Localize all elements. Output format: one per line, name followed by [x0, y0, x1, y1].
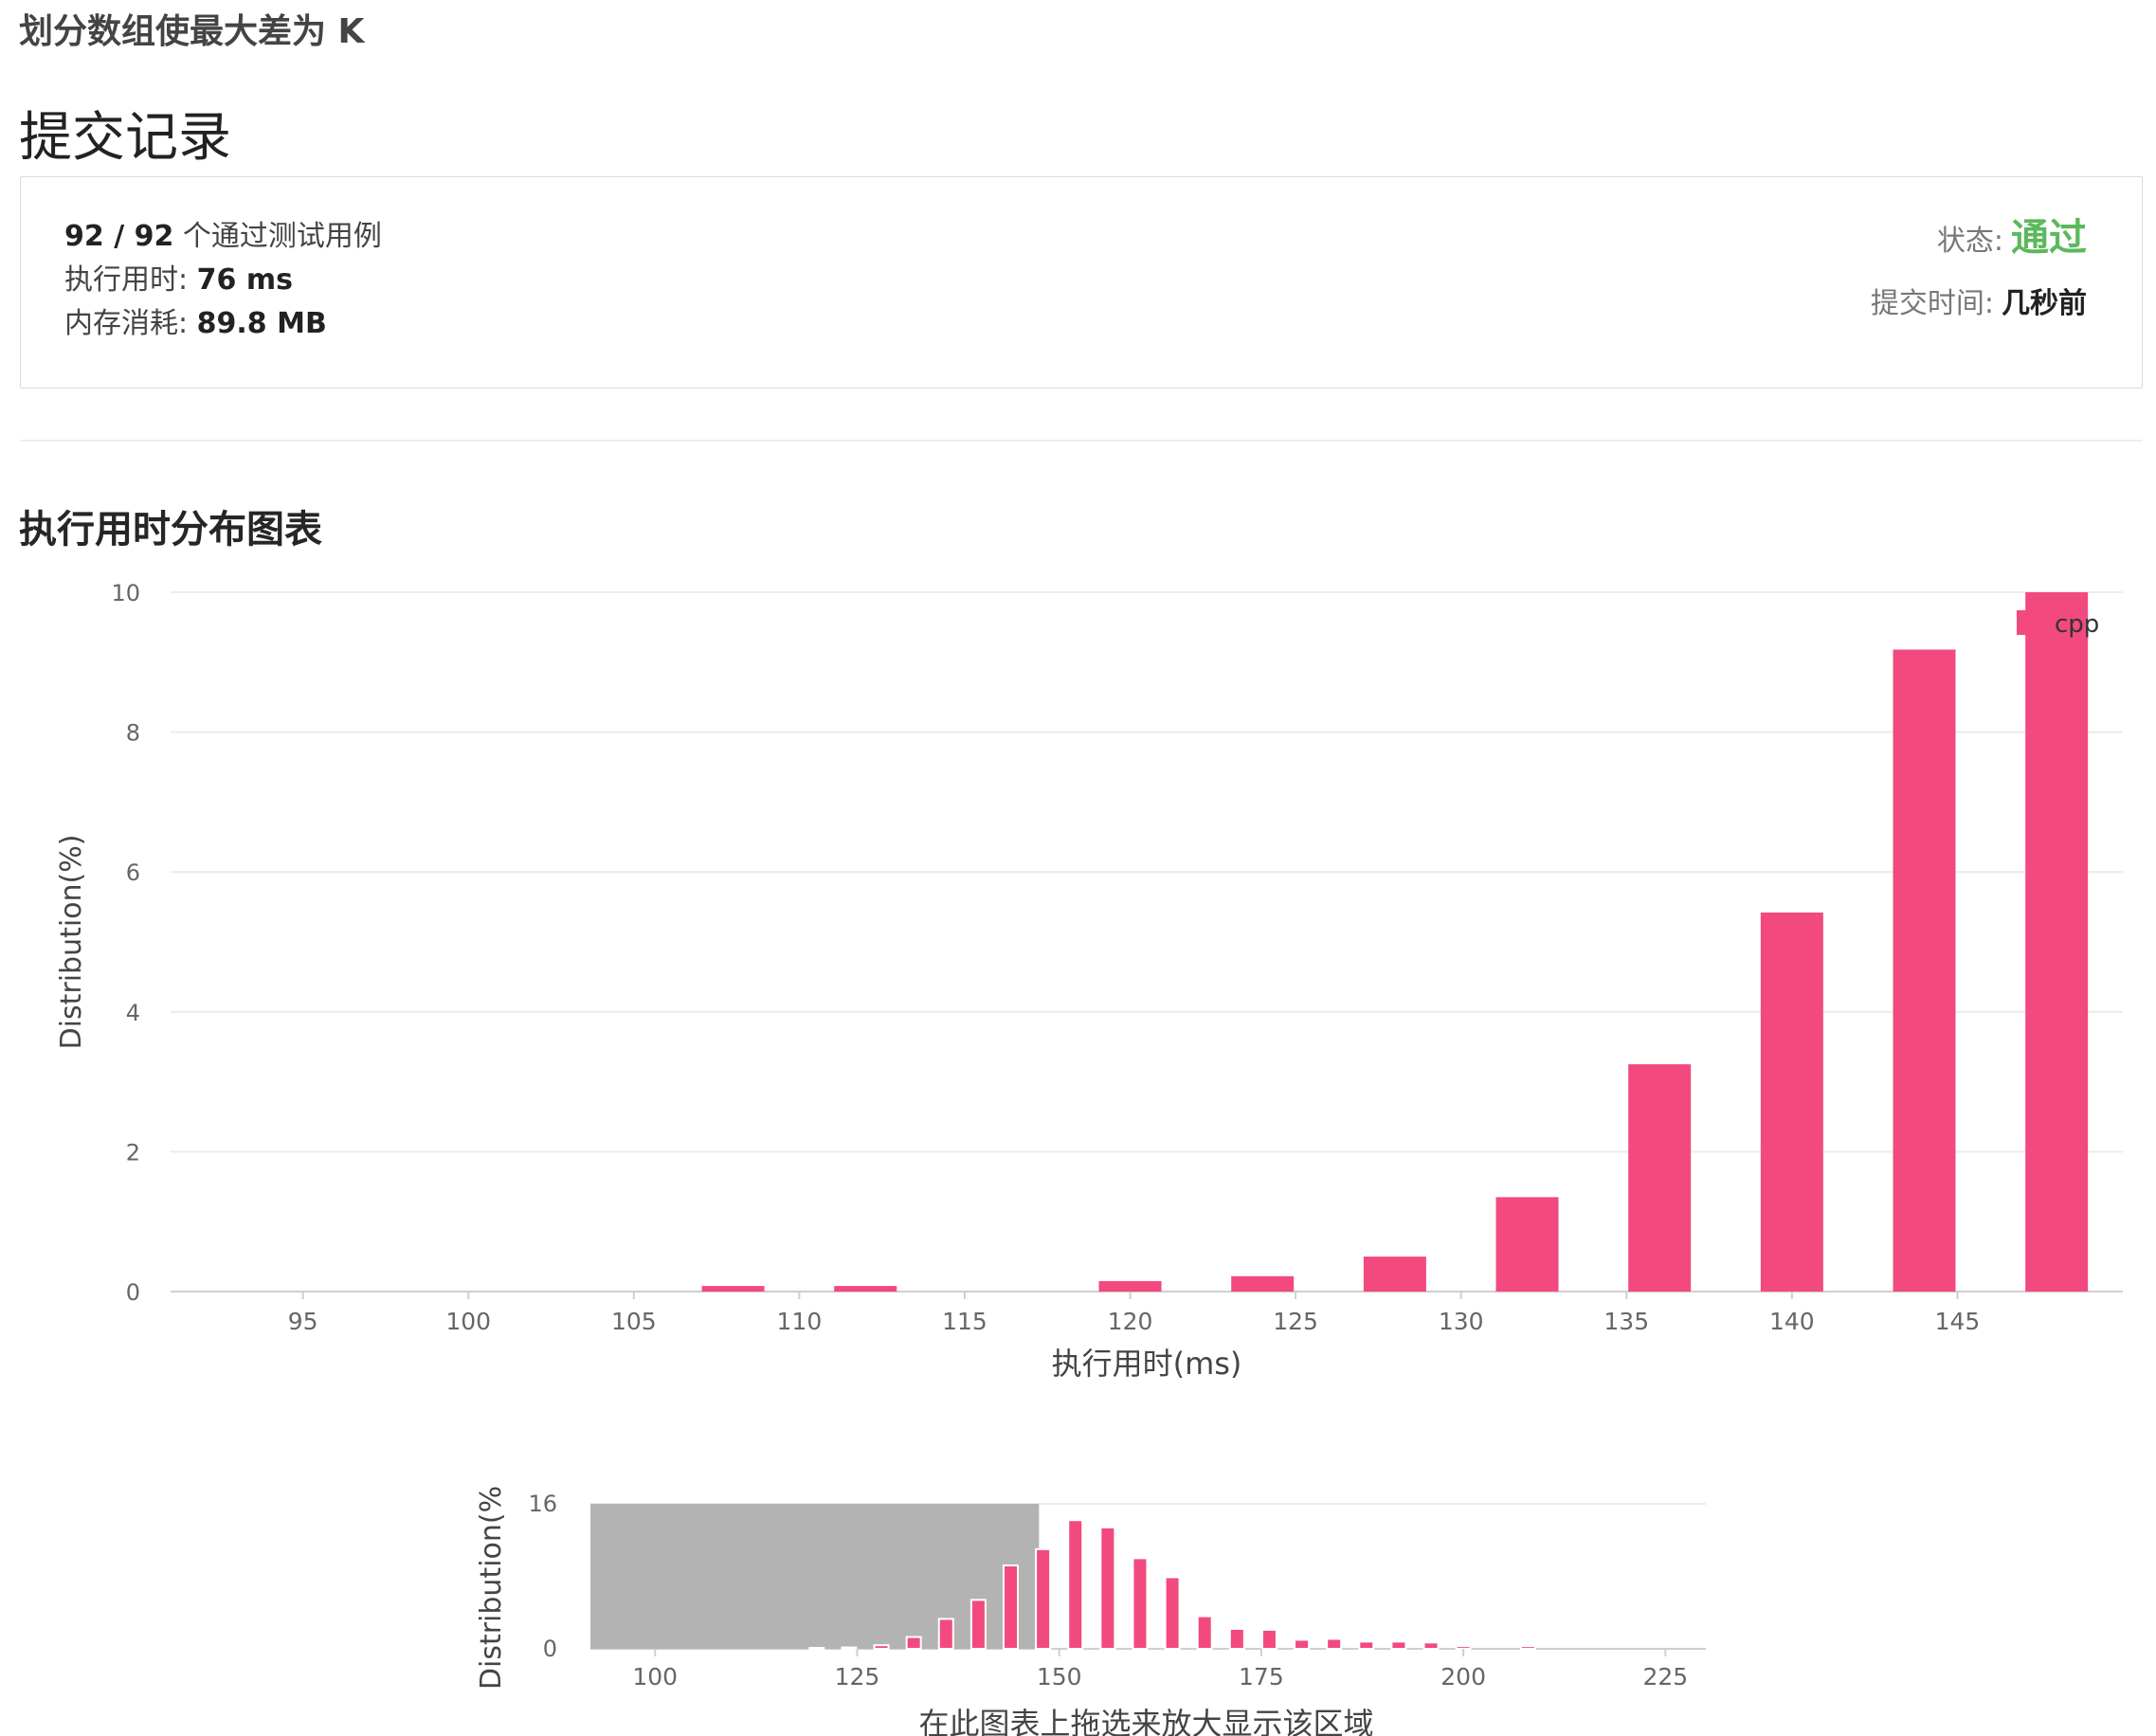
x-tick-label: 120 [1108, 1308, 1153, 1335]
problem-title: 划分数组使最大差为 K [19, 12, 365, 51]
nav-x-tick-label: 150 [1037, 1663, 1082, 1691]
runtime-value: 76 ms [196, 263, 293, 297]
passed-tests-suffix: 个通过测试用例 [182, 220, 382, 253]
nav-y-tick-label: 16 [528, 1491, 557, 1517]
runtime-distribution-chart[interactable]: 0 2 4 6 8 10 95 100 105 110 115 120 125 130 135 140 145 执… [0, 559, 2156, 1412]
navigator-bar [1228, 1627, 1245, 1650]
y-tick-label: 6 [126, 859, 140, 886]
submit-time-label: 提交时间: [1870, 287, 1994, 320]
nav-x-tick-label: 225 [1642, 1663, 1688, 1691]
status-line: 状态: 通过 [1871, 211, 2087, 264]
navigator-bar [1294, 1638, 1311, 1650]
x-tick-label: 130 [1439, 1308, 1484, 1335]
runtime-label: 执行用时: [64, 263, 189, 297]
data-bar[interactable] [1231, 1275, 1295, 1292]
status-value[interactable]: 通过 [2011, 216, 2087, 260]
nav-y-tick-label: 0 [543, 1636, 557, 1662]
data-bar[interactable] [1893, 649, 1956, 1292]
data-bar[interactable] [1098, 1280, 1162, 1292]
y-tick-label: 4 [126, 1000, 140, 1026]
y-tick-label: 0 [126, 1279, 140, 1306]
data-bar[interactable] [834, 1286, 897, 1292]
navigator-bar [1422, 1641, 1440, 1650]
test-cases-line: 92 / 92 个通过测试用例 [64, 215, 382, 259]
y-tick-label: 8 [126, 720, 140, 747]
navigator-bar [1390, 1640, 1407, 1651]
memory-label: 内存消耗: [64, 307, 189, 340]
data-bar[interactable] [1495, 1197, 1559, 1292]
chart-heading: 执行用时分布图表 [19, 508, 322, 552]
nav-y-axis-title: Distribution(% [475, 1486, 508, 1690]
navigator-bar [1132, 1557, 1149, 1650]
navigator-bar [1196, 1615, 1213, 1650]
legend-label[interactable]: cpp [2055, 610, 2099, 639]
x-tick-label: 140 [1769, 1308, 1815, 1335]
runtime-line: 执行用时: 76 ms [64, 259, 382, 302]
x-axis-title: 执行用时(ms) [1052, 1346, 1242, 1382]
x-tick-label: 115 [942, 1308, 987, 1335]
navigator-bar [937, 1618, 954, 1651]
navigator-bar [969, 1599, 987, 1651]
status-label: 状态: [1936, 225, 2003, 258]
navigator-bar [1519, 1645, 1536, 1651]
navigator-bar [1260, 1628, 1277, 1650]
data-bar[interactable] [1760, 913, 1823, 1292]
navigator-bar [1035, 1547, 1052, 1650]
navigator-bar [873, 1644, 890, 1651]
navigator-caption: 在此图表上拖选来放大显示该区域 [918, 1706, 1373, 1736]
navigator-bar [841, 1646, 858, 1651]
navigator-bar [1099, 1526, 1116, 1650]
navigator-bar [1003, 1564, 1020, 1650]
navigator-bar [808, 1647, 825, 1650]
navigator-bar [1067, 1519, 1084, 1651]
x-tick-label: 105 [611, 1308, 657, 1335]
memory-value: 89.8 MB [196, 307, 327, 340]
navigator-bar [1455, 1645, 1472, 1651]
nav-x-tick-label: 175 [1239, 1663, 1284, 1691]
passed-tests-count: 92 / 92 [64, 220, 174, 253]
data-bar[interactable] [1363, 1257, 1426, 1292]
y-tick-label: 10 [111, 580, 140, 606]
submission-result-card: 92 / 92 个通过测试用例 执行用时: 76 ms 内存消耗: 89.8 M… [20, 176, 2143, 389]
data-bar[interactable] [701, 1286, 765, 1292]
x-tick-label: 145 [1935, 1308, 1981, 1335]
submit-time-line: 提交时间: 几秒前 [1871, 278, 2087, 331]
x-tick-label: 95 [288, 1308, 318, 1335]
data-bar[interactable] [1628, 1064, 1692, 1292]
section-heading: 提交记录 [19, 107, 231, 169]
nav-x-tick-label: 200 [1440, 1663, 1486, 1691]
navigator-chart[interactable]: 0 16 100 125 150 175 200 225 Distribution(% 在此图表上… [0, 1464, 2156, 1736]
navigator-bar [1358, 1640, 1375, 1651]
navigator-bar [1326, 1637, 1343, 1650]
navigator-bar [905, 1636, 922, 1651]
x-tick-label: 135 [1603, 1308, 1649, 1335]
memory-line: 内存消耗: 89.8 MB [64, 302, 382, 346]
x-tick-label: 125 [1273, 1308, 1318, 1335]
data-bar[interactable] [2025, 592, 2089, 1292]
nav-x-tick-label: 125 [835, 1663, 880, 1691]
y-axis-title: Distribution(%) [55, 835, 88, 1050]
result-status: 状态: 通过 提交时间: 几秒前 [1871, 211, 2087, 331]
legend-swatch [2017, 610, 2045, 635]
section-divider [20, 440, 2143, 442]
y-tick-label: 2 [126, 1139, 140, 1166]
zoom-selection[interactable] [590, 1504, 1040, 1649]
nav-x-tick-label: 100 [632, 1663, 678, 1691]
x-tick-label: 100 [445, 1308, 491, 1335]
navigator-bar [1164, 1576, 1181, 1650]
x-tick-label: 110 [777, 1308, 823, 1335]
submit-time-value: 几秒前 [2002, 287, 2087, 320]
result-details: 92 / 92 个通过测试用例 执行用时: 76 ms 内存消耗: 89.8 M… [64, 215, 382, 346]
